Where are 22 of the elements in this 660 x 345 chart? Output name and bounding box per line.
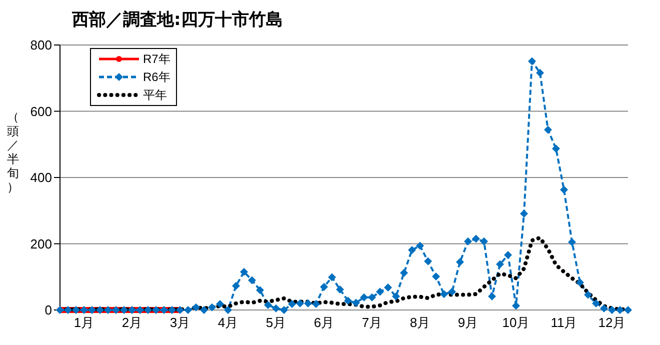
legend-label: R7年 bbox=[143, 50, 170, 68]
y-tick-label: 200 bbox=[30, 236, 52, 252]
x-tick-label: 6月 bbox=[314, 315, 334, 330]
y-tick-label: 600 bbox=[30, 104, 52, 119]
x-tick-label: 3月 bbox=[170, 315, 190, 330]
x-tick-label: 2月 bbox=[122, 315, 142, 330]
chart-title: 西部／調査地:四万十市竹島 bbox=[72, 9, 283, 31]
y-tick-label: 400 bbox=[30, 170, 52, 186]
x-tick-label: 7月 bbox=[362, 315, 382, 330]
y-tick-label: 800 bbox=[30, 38, 52, 53]
x-tick-label: 12月 bbox=[598, 315, 626, 330]
y-axis-title: （頭／半旬） bbox=[6, 110, 20, 194]
x-tick-label: 4月 bbox=[218, 315, 238, 330]
x-tick-label: 8月 bbox=[410, 315, 430, 330]
x-tick-label: 11月 bbox=[550, 315, 578, 330]
x-tick-label: 10月 bbox=[502, 315, 530, 330]
legend-label: R6年 bbox=[143, 68, 170, 86]
x-tick-label: 5月 bbox=[266, 315, 286, 330]
x-tick-label: 9月 bbox=[458, 315, 478, 330]
x-tick-label: 1月 bbox=[74, 315, 94, 330]
y-tick-label: 0 bbox=[44, 302, 52, 318]
legend-label: 平年 bbox=[143, 86, 167, 104]
